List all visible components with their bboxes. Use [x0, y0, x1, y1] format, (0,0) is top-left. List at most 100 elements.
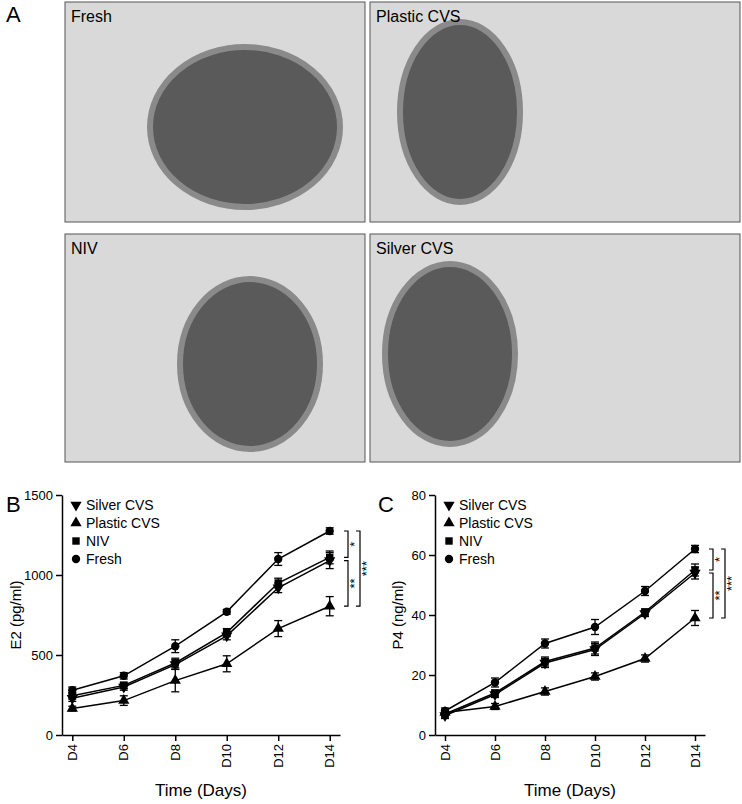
error-bar [541, 639, 549, 648]
tick-label: D4 [65, 744, 80, 761]
legend-marker [443, 516, 454, 526]
error-bar-cap [274, 578, 282, 579]
marker [120, 682, 127, 689]
panel-label: A [6, 2, 21, 27]
marker [324, 600, 335, 610]
error-bar [223, 629, 231, 637]
error-bar-cap [691, 575, 699, 576]
tick-mark [445, 735, 447, 741]
error-bar-cap [541, 656, 549, 657]
tick-label: D4 [438, 744, 453, 761]
tick-label: D8 [538, 744, 553, 761]
tick-label: 60 [412, 548, 426, 563]
plot-area [67, 527, 336, 712]
tick-mark [56, 735, 62, 737]
tick-label: D14 [322, 744, 337, 768]
error-bar-cap [171, 639, 179, 640]
tick: 1000 [24, 568, 62, 583]
tick-mark [695, 735, 697, 741]
image-label: Plastic CVS [376, 8, 460, 25]
x-axis-title: Time (Days) [155, 781, 247, 800]
marker [120, 672, 128, 680]
marker [641, 608, 648, 615]
panel-label: B [6, 492, 21, 517]
y-axis: 050010001500 [24, 488, 62, 743]
tick-mark [429, 735, 435, 737]
error-bar [171, 640, 179, 653]
tick: D8 [168, 735, 183, 761]
tick-mark [429, 615, 435, 617]
legend-marker [443, 502, 454, 512]
tick-mark [495, 735, 497, 741]
image-label: Silver CVS [376, 240, 453, 257]
tick: 0 [46, 728, 62, 743]
error-bar [591, 620, 599, 635]
y-axis-title: E2 (pg/ml) [7, 580, 24, 649]
error-bar [691, 564, 699, 576]
x-axis: D4D6D8D10D12D14 [63, 735, 341, 768]
follicle [150, 47, 340, 207]
marker [326, 554, 333, 561]
series-line [445, 549, 695, 711]
tick: D10 [588, 735, 603, 768]
tick-label: D12 [638, 744, 653, 768]
micrograph: Fresh [65, 2, 365, 222]
error-bar-cap [326, 596, 334, 597]
error-bar-cap [171, 658, 179, 659]
tick-mark [72, 735, 74, 741]
micrograph: Plastic CVS [370, 2, 740, 222]
marker [589, 670, 600, 680]
tick: D8 [538, 735, 553, 761]
error-bar-cap [171, 652, 179, 653]
tick-label: D8 [168, 744, 183, 761]
error-bar [541, 657, 549, 666]
error-bar-cap [541, 665, 549, 666]
error-bar-cap [171, 669, 179, 670]
marker [491, 689, 498, 696]
follicle [180, 279, 320, 449]
error-bar-cap [274, 565, 282, 566]
y-axis: 0 20 40 60 80 [412, 488, 436, 743]
tick-label: 0 [419, 728, 426, 743]
tick-mark [124, 735, 126, 741]
tick: D4 [438, 735, 453, 761]
image-frame [370, 234, 740, 462]
marker [439, 706, 450, 716]
tick-label: 40 [412, 608, 426, 623]
tick: D10 [219, 735, 234, 768]
marker [274, 555, 282, 563]
marker [691, 545, 699, 553]
legend-label: Fresh [459, 551, 495, 567]
error-bar [691, 545, 699, 552]
tick: 80 [412, 488, 435, 503]
x-axis-title: Time (Days) [524, 781, 616, 800]
image-frame [65, 234, 365, 462]
error-bar [541, 659, 549, 668]
marker [639, 652, 650, 662]
plot-area [439, 545, 700, 722]
legend-label: Silver CVS [459, 497, 527, 513]
error-bar-cap [120, 705, 128, 706]
tick: 0 [419, 728, 435, 743]
marker [171, 642, 179, 650]
marker [221, 657, 232, 667]
legend-label: Plastic CVS [86, 515, 160, 531]
legend-label: Fresh [86, 551, 122, 567]
axis-line [63, 735, 341, 737]
error-bar-cap [171, 667, 179, 668]
tick-mark [429, 675, 435, 677]
error-bar-cap [691, 625, 699, 626]
tick-label: D10 [219, 744, 234, 768]
tick-mark [175, 735, 177, 741]
legend: Silver CVSPlastic CVSNIVFresh [70, 497, 160, 567]
error-bar-cap [171, 669, 179, 670]
marker [223, 608, 231, 616]
error-bar [326, 528, 334, 534]
error-bar-cap [274, 636, 282, 637]
series-line [72, 531, 329, 690]
marker [591, 623, 599, 631]
tick: 20 [412, 668, 435, 683]
x-axis: D4D6D8D10D12D14 [436, 735, 706, 768]
series-line [72, 557, 329, 695]
error-bar [641, 587, 649, 596]
